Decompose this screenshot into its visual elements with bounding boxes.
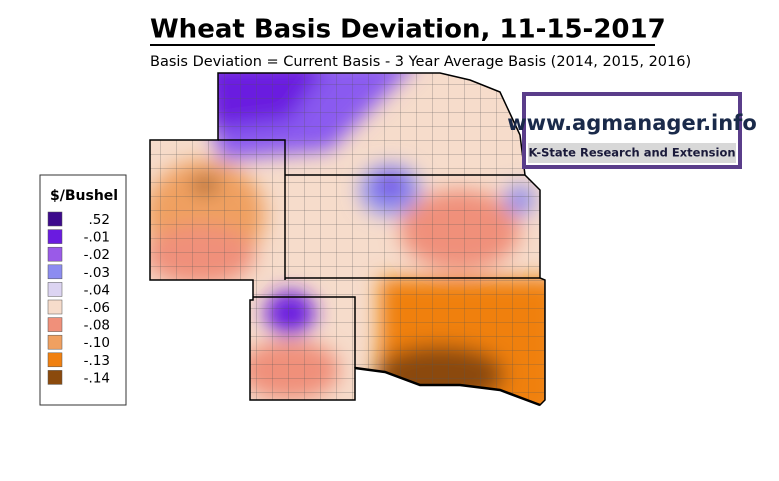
- legend-label: -.02: [84, 247, 110, 263]
- legend-label: -.06: [84, 300, 110, 316]
- legend-label: -.14: [84, 370, 110, 386]
- legend-swatch: [47, 282, 63, 297]
- legend-label: -.08: [84, 318, 110, 334]
- legend-label: -.10: [84, 335, 110, 351]
- logo-url: www.agmanager.info: [507, 111, 757, 135]
- basis-surface: [150, 73, 545, 405]
- legend-label: .52: [89, 212, 110, 228]
- legend-items: .52 -.01-.02 -.03-.04 -.06 -.08-.10 -.13-.14: [47, 211, 110, 386]
- legend-label: -.13: [84, 353, 110, 369]
- state-borders: [149, 72, 546, 407]
- legend-swatch: [47, 229, 63, 244]
- legend-swatch: [47, 352, 63, 368]
- legend-swatch: [47, 264, 63, 280]
- legend-label: -.03: [84, 265, 110, 281]
- legend-swatch: [47, 370, 63, 385]
- logo-band: [528, 143, 736, 163]
- logo-org: K-State Research and Extension: [528, 146, 735, 160]
- county-lines: [150, 73, 545, 405]
- title: Wheat Basis Deviation, 11-15-2017: [150, 15, 666, 45]
- subtitle: Basis Deviation = Current Basis - 3 Year…: [150, 54, 691, 70]
- legend-swatch: [47, 246, 63, 262]
- legend-title: $/Bushel: [50, 188, 118, 204]
- legend-label: -.01: [84, 230, 110, 246]
- legend-swatch: [47, 299, 63, 315]
- legend-swatch: [47, 211, 63, 227]
- legend-swatch: [47, 334, 63, 350]
- legend-swatch: [47, 317, 63, 332]
- legend-label: -.04: [84, 282, 110, 298]
